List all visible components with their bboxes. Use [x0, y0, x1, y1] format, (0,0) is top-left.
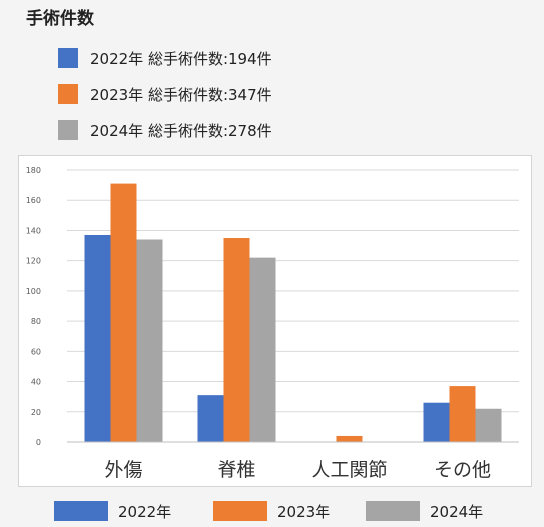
summary-label-2022: 2022年 総手術件数:194件: [90, 49, 272, 68]
y-tick-label: 140: [26, 226, 41, 235]
summary-item-2022: 2022年 総手術件数:194件: [58, 40, 272, 76]
bar: [136, 239, 163, 442]
summary-item-2024: 2024年 総手術件数:278件: [58, 112, 272, 148]
summary-item-2023: 2023年 総手術件数:347件: [58, 76, 272, 112]
x-tick-label: 脊椎: [217, 459, 255, 481]
y-tick-label: 80: [31, 317, 41, 326]
page-title: 手術件数: [26, 9, 94, 29]
y-tick-label: 20: [31, 408, 41, 417]
legend-label-2022: 2022年: [118, 502, 172, 521]
summary-legend: 2022年 総手術件数:194件 2023年 総手術件数:347件 2024年 …: [58, 40, 272, 148]
bar: [84, 234, 111, 442]
bar: [110, 183, 137, 442]
bar: [336, 435, 363, 442]
legend-swatch-2023: [213, 501, 267, 521]
bar: [423, 402, 450, 442]
chart-legend: 2022年 2023年 2024年: [0, 498, 544, 524]
x-tick-label: 人工関節: [311, 459, 387, 481]
y-tick-label: 160: [26, 196, 41, 205]
summary-swatch-2024: [58, 120, 78, 140]
summary-swatch-2022: [58, 48, 78, 68]
legend-item-2024: 2024年: [366, 498, 483, 524]
chart-container: 0 20 40 60 80 100 120 140 160 180 外傷 脊椎 人工関節 その他: [18, 155, 532, 487]
legend-item-2023: 2023年: [213, 498, 330, 524]
summary-swatch-2023: [58, 84, 78, 104]
summary-label-2024: 2024年 総手術件数:278件: [90, 121, 272, 140]
bar: [197, 395, 224, 442]
y-tick-label: 120: [26, 257, 41, 266]
legend-swatch-2022: [54, 501, 108, 521]
x-tick-label: 外傷: [104, 459, 142, 481]
x-tick-label: その他: [434, 459, 491, 481]
legend-item-2022: 2022年: [54, 498, 171, 524]
y-tick-label: 40: [31, 378, 41, 387]
bar: [449, 386, 476, 442]
bar: [223, 238, 250, 442]
legend-label-2023: 2023年: [277, 502, 331, 521]
legend-label-2024: 2024年: [430, 502, 484, 521]
summary-label-2023: 2023年 総手術件数:347件: [90, 85, 272, 104]
bar: [249, 257, 276, 442]
bar-chart: 0 20 40 60 80 100 120 140 160 180 外傷 脊椎 人工関節 その他: [26, 166, 519, 481]
y-tick-label: 100: [26, 287, 41, 296]
bar: [475, 408, 502, 442]
legend-swatch-2024: [366, 501, 420, 521]
y-tick-label: 60: [31, 347, 41, 356]
y-tick-label: 180: [26, 166, 41, 175]
y-tick-label: 0: [36, 438, 41, 447]
